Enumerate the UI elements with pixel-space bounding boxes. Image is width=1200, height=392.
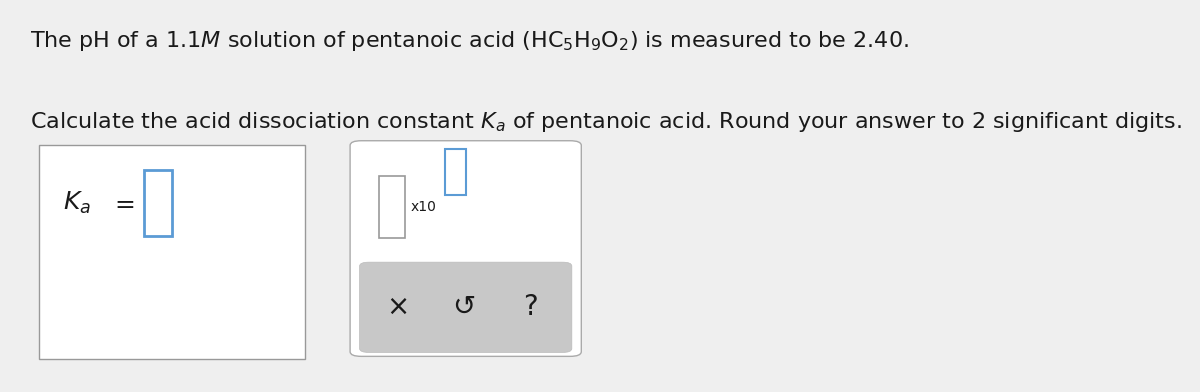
- FancyBboxPatch shape: [360, 262, 572, 352]
- FancyBboxPatch shape: [144, 170, 172, 236]
- Text: ?: ?: [523, 293, 538, 321]
- FancyBboxPatch shape: [40, 145, 305, 359]
- Text: Calculate the acid dissociation constant $K_a$ of pentanoic acid. Round your ans: Calculate the acid dissociation constant…: [30, 111, 1182, 134]
- Text: $K_a$: $K_a$: [62, 190, 91, 216]
- FancyBboxPatch shape: [445, 149, 466, 195]
- Text: x10: x10: [410, 200, 437, 214]
- Text: ↺: ↺: [452, 293, 475, 321]
- Text: The pH of a 1.1$\mathit{M}$ solution of pentanoic acid $\left(\mathrm{HC_5H_9O_2: The pH of a 1.1$\mathit{M}$ solution of …: [30, 29, 908, 53]
- FancyBboxPatch shape: [350, 141, 581, 356]
- FancyBboxPatch shape: [378, 176, 406, 238]
- Text: $=$: $=$: [110, 191, 136, 215]
- Text: ×: ×: [386, 293, 409, 321]
